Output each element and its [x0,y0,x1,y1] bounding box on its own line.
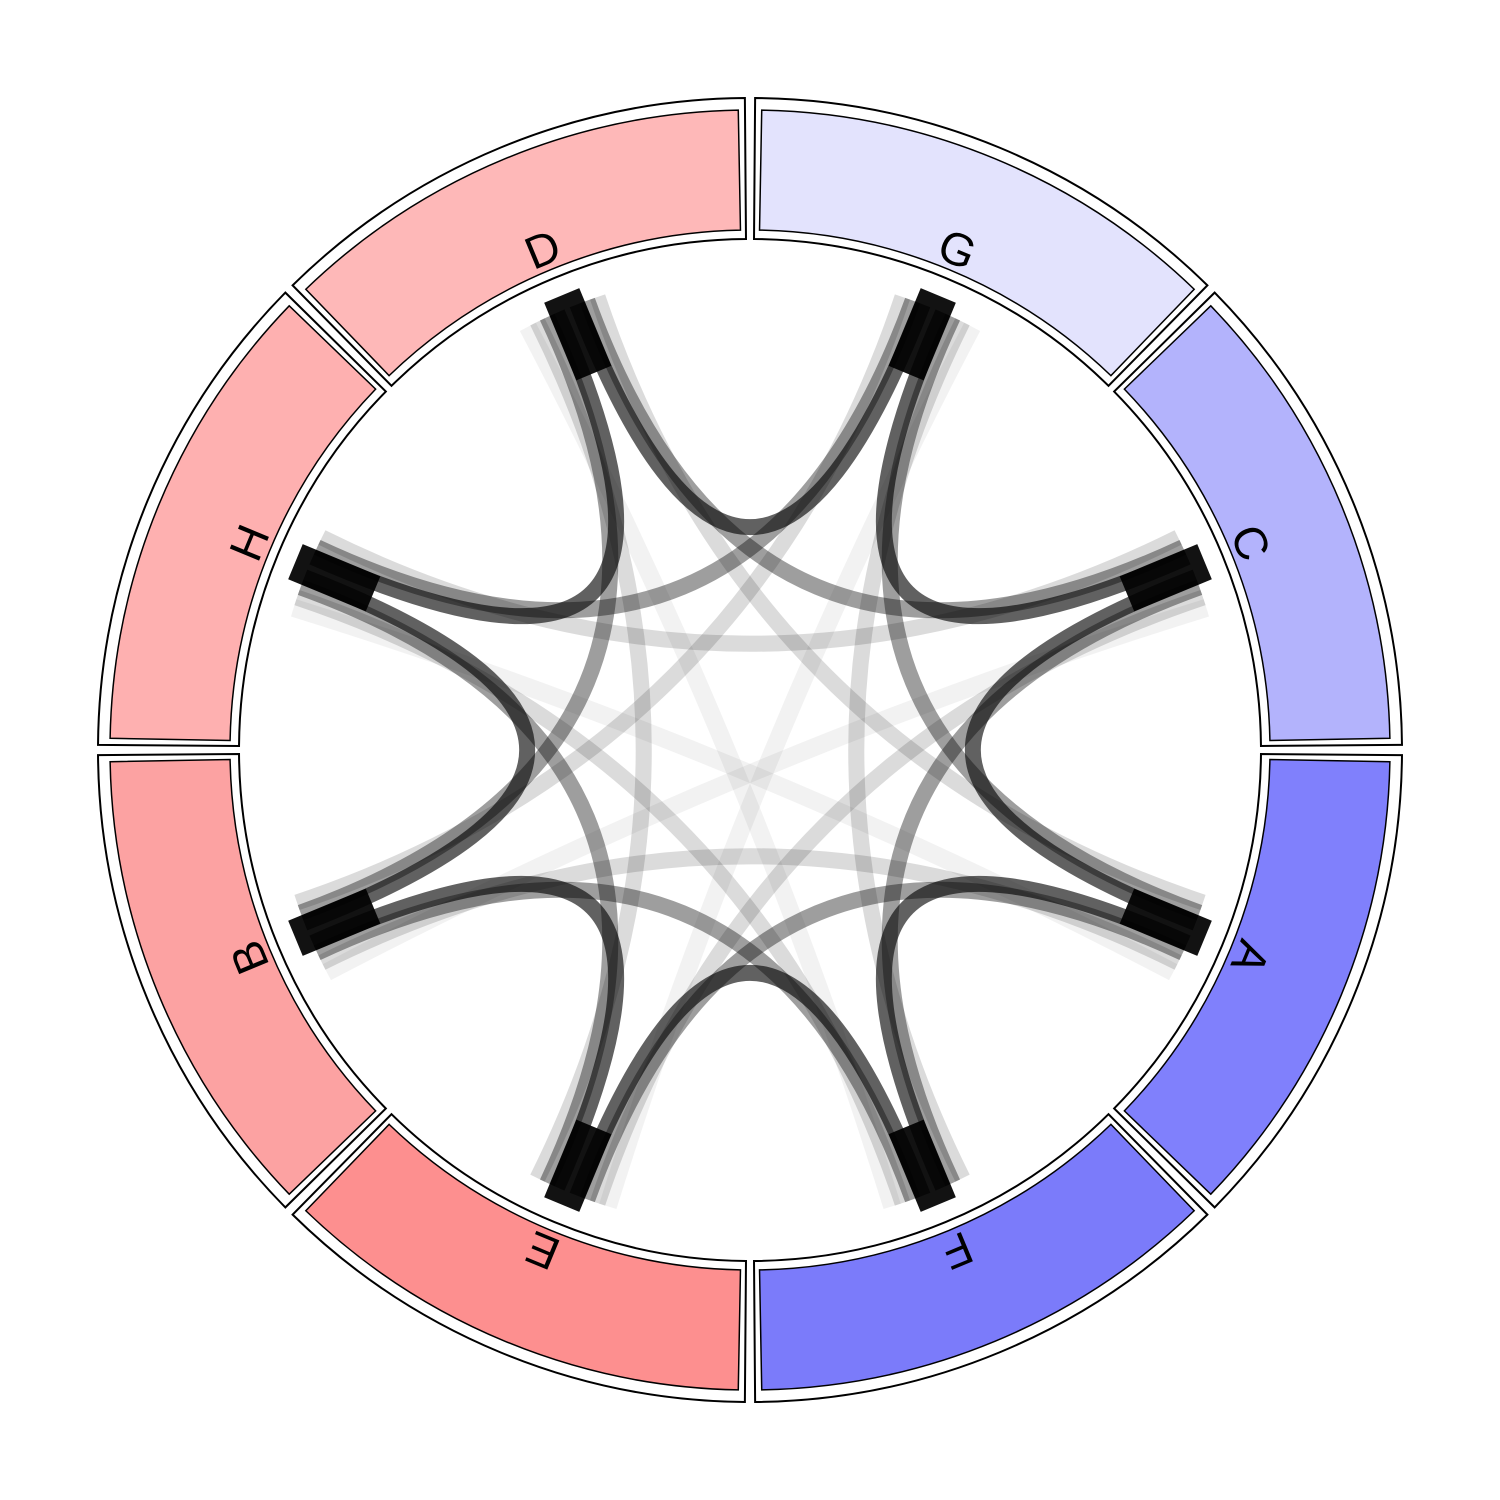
chord-e-d [530,318,652,1182]
chord-b-d [297,313,619,921]
chord-root-g [888,288,956,381]
chord-c-e [589,589,1206,1206]
segment-a: A [1112,753,1403,1209]
chord-g-c [876,309,1191,624]
chord-f-e [569,964,931,1199]
chord-root-b [288,888,381,956]
chord-h-d [309,309,624,624]
chord-g-d [569,301,931,536]
chord-c-f [881,579,1203,1187]
segment-fill-a [1123,758,1391,1196]
chord-a-e [579,881,1187,1203]
chord-root-d [544,288,612,381]
segment-fill-d [304,109,742,377]
chord-root-e [544,1119,612,1212]
chord-a-h [290,599,1178,981]
chord-e-h [297,579,619,1187]
chord-f-h [294,589,911,1206]
segment-fill-b [109,758,377,1196]
chord-a-d [589,294,1206,911]
segment-h: H [97,291,388,747]
chord-g-e [599,322,981,1210]
chord-g-h [313,297,921,619]
segment-d: D [291,97,747,388]
segment-c: C [1112,291,1403,747]
chord-root-c [1119,544,1212,612]
segment-fill-f [758,1123,1196,1391]
chords-layer [288,288,1212,1212]
chord-root-h [288,544,381,612]
chord-f-d [519,322,901,1210]
chord-e-b [309,876,624,1191]
chord-g-b [294,294,911,911]
segment-b: B [97,753,388,1209]
segment-g: G [753,97,1209,388]
chord-a-b [318,848,1182,970]
chord-c-d [579,297,1187,619]
chord-g-f [848,318,970,1182]
chord-a-f [876,876,1191,1191]
chord-c-b [322,599,1210,981]
chord-c-h [318,530,1182,652]
segment-f: F [753,1112,1209,1403]
chord-root-a [1119,888,1212,956]
chord-b-h [301,569,536,931]
segment-e: E [291,1112,747,1403]
chord-f-b [313,881,921,1203]
chord-g-a [881,313,1203,921]
chord-root-f [888,1119,956,1212]
segment-fill-g [758,109,1196,377]
segment-fill-h [109,304,377,742]
segment-fill-e [304,1123,742,1391]
segment-fill-c [1123,304,1391,742]
chord-c-a [964,569,1199,931]
